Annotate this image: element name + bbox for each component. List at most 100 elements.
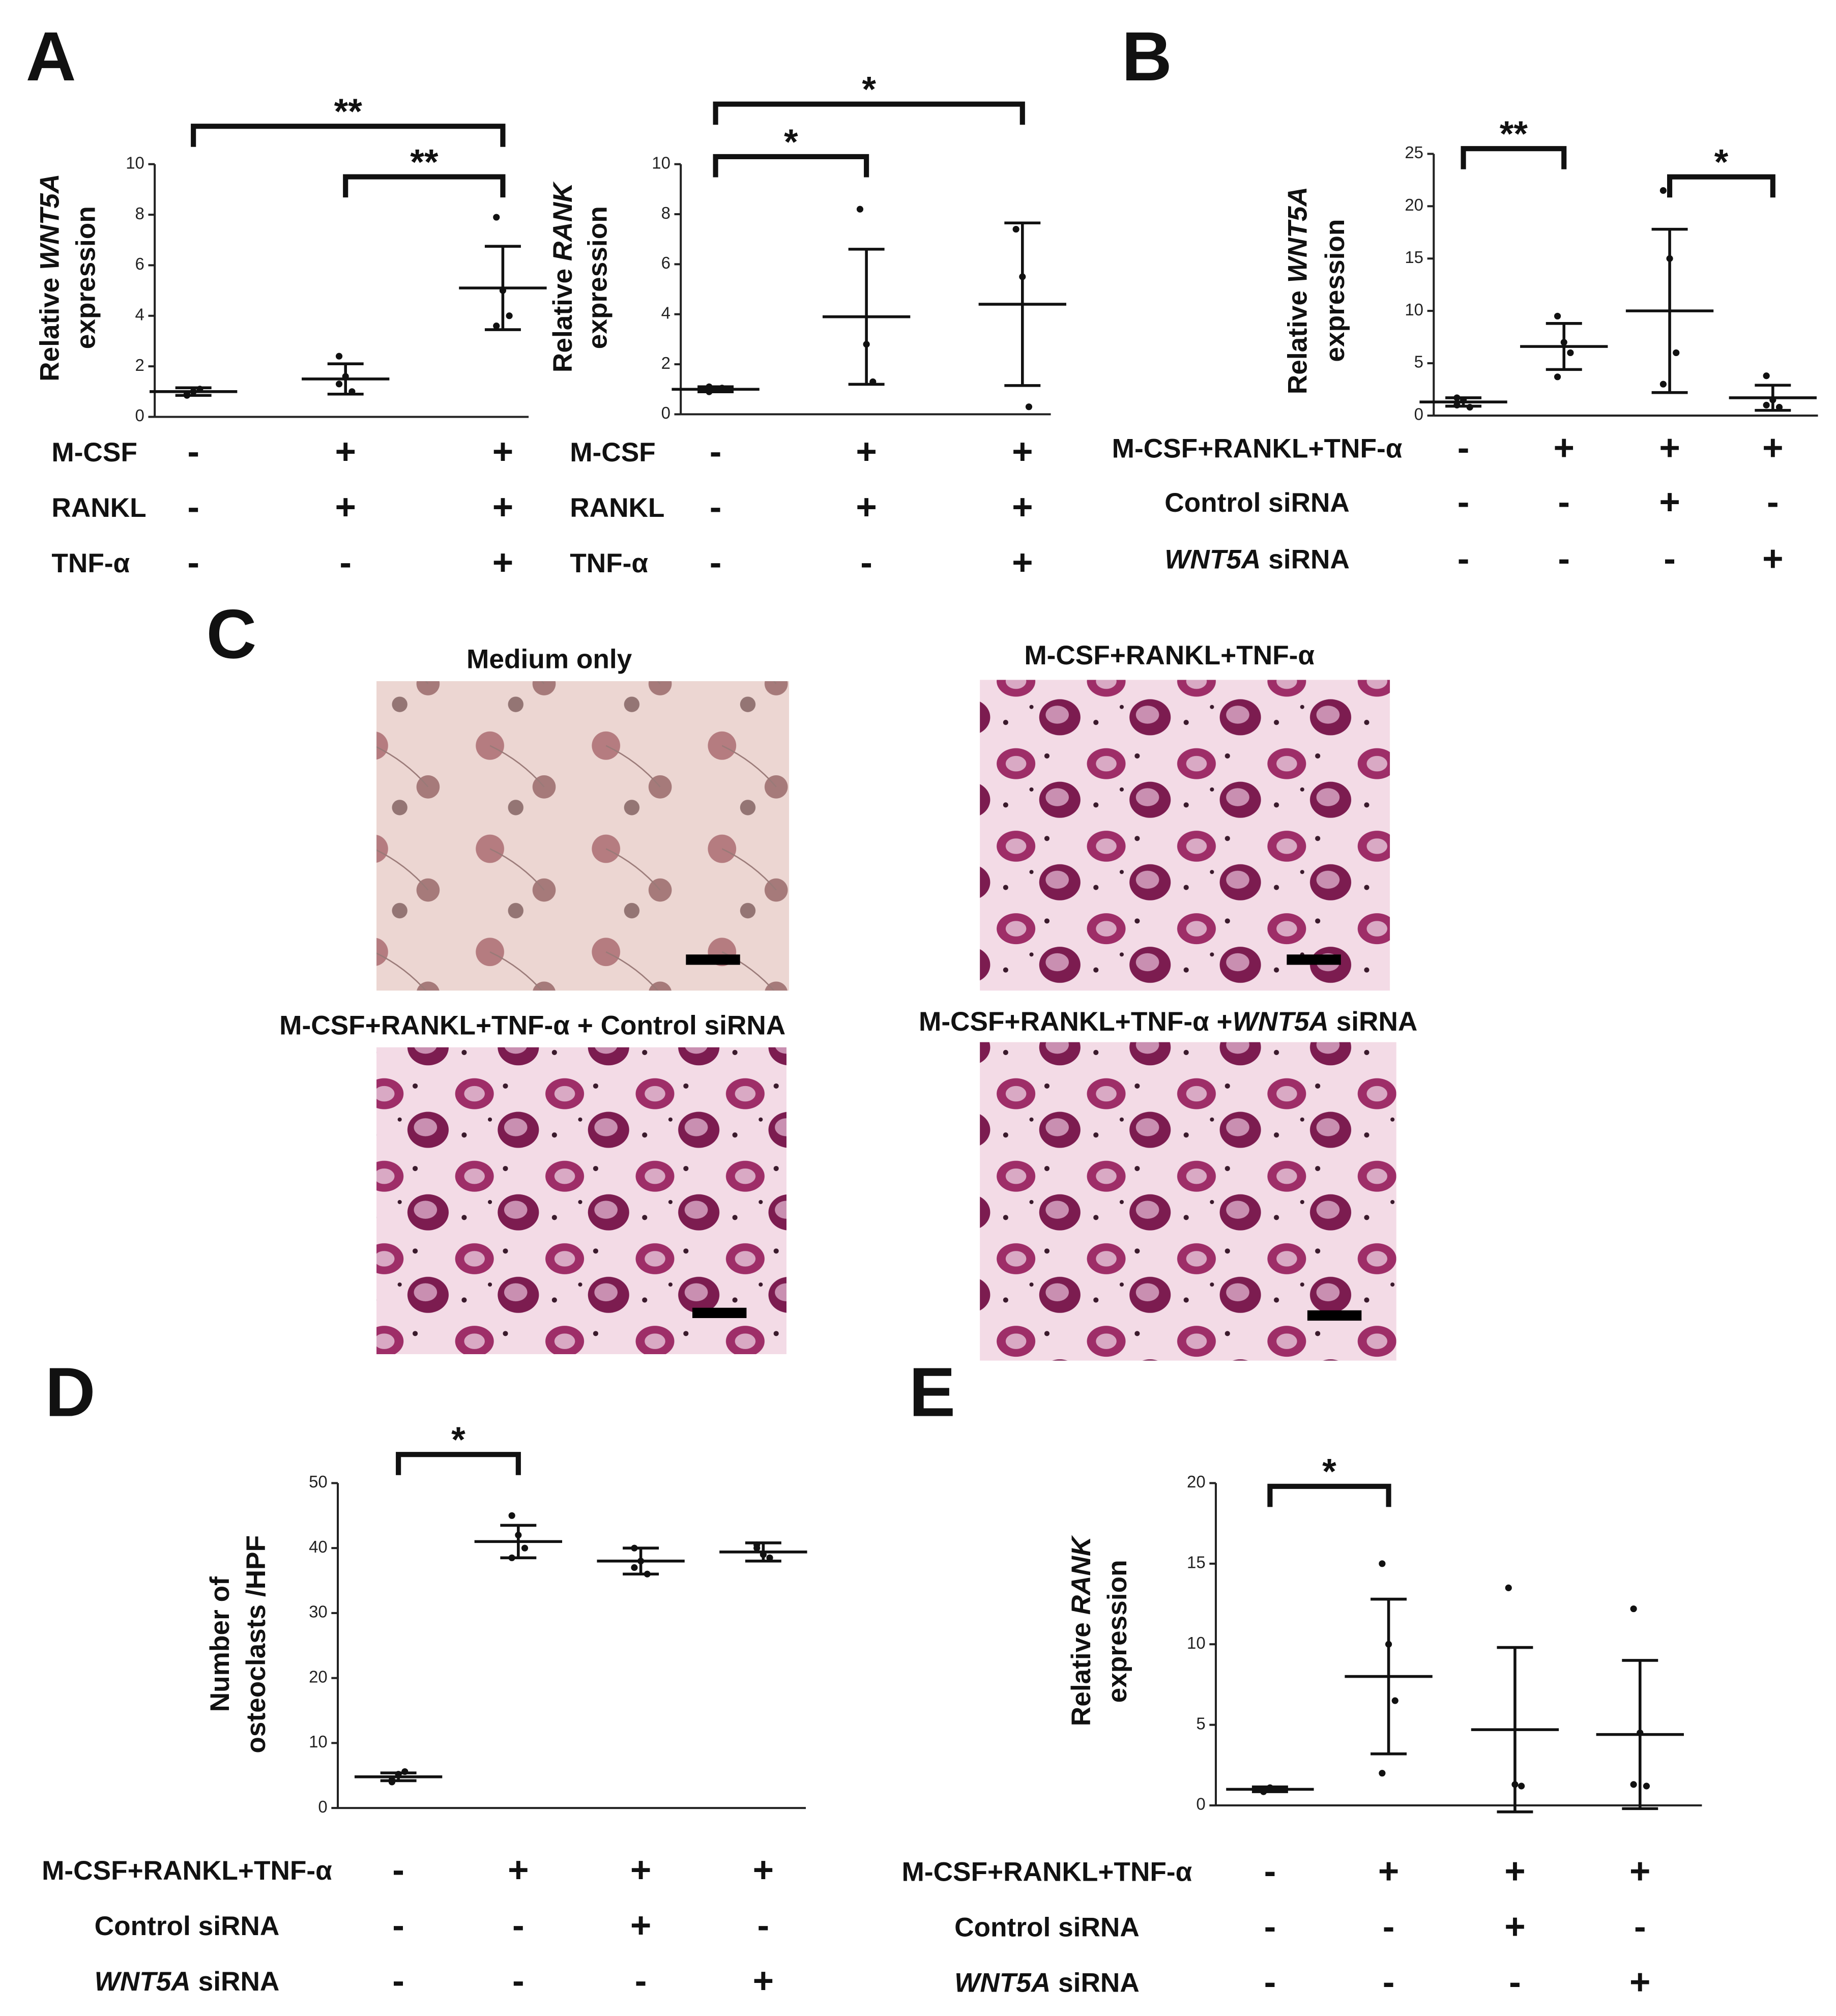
condition-mark: -: [710, 432, 722, 472]
condition-mark: +: [492, 432, 513, 472]
condition-mark: +: [1629, 1962, 1650, 2002]
condition-mark: -: [392, 1906, 404, 1946]
data-point: [766, 1554, 773, 1561]
data-point: [1659, 381, 1667, 388]
condition-mark: -: [1558, 482, 1570, 522]
condition-label-part: siRNA: [1261, 544, 1349, 574]
condition-label-part: RANKL: [51, 493, 146, 523]
y-axis-label-part: WNT5A: [1283, 187, 1313, 283]
data-point: [1775, 403, 1783, 411]
condition-mark: +: [630, 1906, 651, 1946]
panel-label: E: [909, 1354, 955, 1431]
significance-bracket: [1461, 146, 1567, 169]
condition-mark: +: [1629, 1851, 1650, 1891]
condition-label-part: M-CSF: [570, 437, 656, 468]
image-title: M-CSF+RANKL+TNF-α: [1024, 640, 1315, 670]
y-tick-label: 2: [135, 356, 144, 374]
condition-mark: +: [1554, 428, 1575, 468]
condition-mark: +: [492, 487, 513, 528]
y-tick-label: 25: [1405, 143, 1423, 162]
y-tick-label: 5: [1414, 353, 1423, 371]
dot-plot: 0 10 20 30 40 50 Number of osteoclasts /HPF * M-C…: [42, 1420, 807, 2001]
data-point: [1391, 1697, 1398, 1704]
data-point: [1763, 401, 1770, 408]
y-tick-label: 2: [661, 354, 671, 372]
image-title: Medium only: [467, 645, 632, 675]
y-tick-label: 20: [309, 1667, 328, 1686]
condition-label-part: siRNA: [191, 1967, 279, 1997]
condition-mark: +: [856, 487, 877, 528]
scale-bar: [1307, 1310, 1362, 1321]
condition-label-part: Control siRNA: [95, 1911, 280, 1941]
data-point: [1630, 1605, 1637, 1613]
data-point: [1763, 372, 1770, 379]
data-point: [631, 1564, 638, 1571]
y-tick-label: 40: [309, 1537, 328, 1556]
condition-label: M-CSF: [570, 437, 656, 468]
condition-mark: -: [392, 1961, 404, 2001]
condition-mark: +: [1378, 1851, 1399, 1891]
y-axis-label-part: Relative: [1066, 1615, 1096, 1726]
y-axis-label-part: Relative: [35, 270, 65, 382]
significance-bracket: [1667, 174, 1775, 198]
condition-label: M-CSF+RANKL+TNF-α: [902, 1857, 1192, 1887]
condition-mark: -: [1634, 1907, 1646, 1947]
condition-mark: +: [1504, 1851, 1525, 1891]
y-tick-label: 50: [309, 1472, 328, 1491]
data-point: [335, 353, 343, 360]
condition-mark: -: [392, 1850, 404, 1890]
condition-mark: -: [1509, 1962, 1521, 2002]
significance-bracket: [713, 101, 1025, 125]
condition-mark: -: [1383, 1907, 1395, 1947]
y-axis-label-part: WNT5A: [35, 174, 65, 270]
condition-mark: +: [335, 432, 356, 472]
condition-mark: +: [1762, 539, 1783, 579]
y-axis-label-part: expression: [583, 206, 613, 349]
panel-label: A: [26, 18, 76, 96]
condition-label: M-CSF: [51, 437, 137, 468]
scale-bar: [692, 1307, 747, 1319]
y-tick-label: 0: [1414, 405, 1423, 424]
data-point: [493, 323, 500, 330]
y-axis-label-part: Relative: [548, 261, 578, 372]
condition-mark: -: [187, 543, 199, 583]
dot-plot: 0 2 4 6 8 10 Relative RANK expression * * M-CSF - + +…: [548, 70, 1066, 583]
condition-label-part: siRNA: [1051, 1968, 1139, 1998]
condition-label: M-CSF+RANKL+TNF-α: [42, 1856, 332, 1886]
y-tick-label: 0: [318, 1797, 327, 1816]
scale-bar: [1287, 954, 1341, 965]
y-axis-label: Relative RANK: [548, 181, 578, 372]
panel-label: D: [45, 1354, 96, 1431]
y-axis-label-part: Number of: [205, 1576, 235, 1712]
significance-bracket: [191, 124, 506, 147]
condition-mark: -: [635, 1961, 647, 2001]
condition-mark: +: [630, 1850, 651, 1890]
data-point: [335, 381, 343, 388]
y-tick-label: 10: [1187, 1633, 1206, 1652]
condition-label-part: Control siRNA: [1164, 488, 1350, 518]
condition-mark: -: [1458, 539, 1470, 579]
condition-label: WNT5A siRNA: [1164, 544, 1350, 574]
condition-label: M-CSF+RANKL+TNF-α: [1112, 433, 1403, 463]
condition-label-part: M-CSF+RANKL+TNF-α: [902, 1857, 1192, 1887]
condition-mark: -: [860, 543, 872, 583]
condition-mark: +: [1659, 482, 1680, 522]
data-point: [521, 1544, 529, 1552]
y-tick-label: 20: [1187, 1472, 1206, 1491]
y-axis-label-part: RANK: [1066, 1535, 1096, 1615]
y-axis-label: expression: [71, 206, 101, 349]
image-panels: [376, 680, 1396, 1361]
y-axis-label-part: expression: [1102, 1560, 1132, 1703]
condition-label-part: TNF-α: [570, 548, 648, 578]
condition-mark: -: [1383, 1962, 1395, 2002]
dot-plot: 0 2 4 6 8 10 Relative WNT5A expression ** ** M-CSF…: [35, 92, 547, 583]
condition-label-part: WNT5A: [1164, 544, 1261, 574]
condition-mark: -: [187, 432, 199, 472]
condition-label: TNF-α: [570, 548, 648, 578]
panel-label: C: [207, 595, 257, 673]
data-point: [506, 312, 513, 319]
significance-bracket: [713, 154, 869, 178]
significance-bracket: [343, 174, 506, 198]
panel-label: B: [1122, 18, 1172, 96]
